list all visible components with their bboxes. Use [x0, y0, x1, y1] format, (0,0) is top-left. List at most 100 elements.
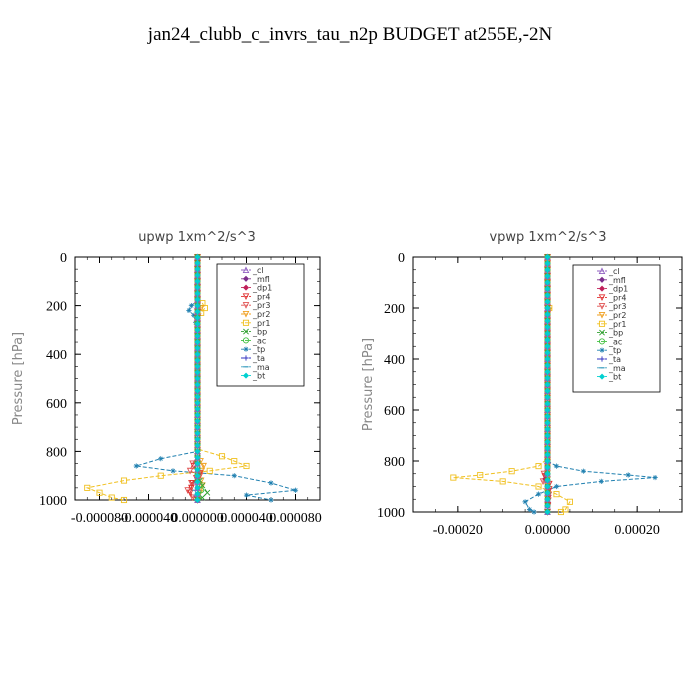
data-point [544, 406, 551, 414]
data-point [194, 430, 201, 437]
data-point [231, 473, 237, 479]
legend-marker [599, 329, 605, 336]
data-point [194, 314, 201, 321]
data-point [535, 463, 542, 470]
data-point [194, 381, 201, 388]
data-point [194, 442, 201, 449]
panel-title: upwp 1xm^2/s^3 [138, 230, 256, 245]
data-point [544, 362, 551, 369]
data-point [499, 478, 506, 485]
data-point [544, 311, 551, 318]
data-point [84, 484, 91, 491]
y-tick-label: 1000 [39, 494, 67, 509]
data-point [544, 394, 551, 401]
data-point [186, 489, 194, 497]
legend-marker [599, 347, 605, 353]
legend-marker [243, 328, 249, 335]
data-point [544, 426, 551, 433]
data-point [544, 330, 551, 337]
data-point [544, 304, 551, 312]
data-point [206, 467, 213, 474]
legend-entry-label: _pr1 [608, 320, 626, 329]
legend: _cl_mfl_dp1_pr4_pr3_pr2_pr1_bp_ac_tp_ta_… [572, 264, 661, 393]
data-point [196, 470, 204, 477]
legend-entry-label: _ta [252, 354, 265, 363]
data-point [194, 387, 201, 394]
data-point [243, 492, 250, 498]
data-point [194, 393, 201, 400]
data-point [477, 471, 484, 479]
data-point [544, 349, 551, 356]
legend-entry-label: _bp [252, 328, 267, 337]
legend-marker [598, 303, 606, 310]
data-point [204, 489, 211, 496]
series-bt [194, 253, 201, 504]
legend-marker [598, 285, 606, 292]
legend-marker [243, 355, 249, 361]
legend-entry-label: _dp1 [252, 284, 272, 293]
legend-entry-label: _bt [252, 372, 265, 381]
legend-marker [598, 373, 606, 380]
data-point [557, 508, 564, 516]
data-point [544, 496, 551, 503]
x-tick-label: -0.00020 [433, 523, 483, 538]
y-tick-label: 1000 [377, 506, 405, 521]
data-point [544, 336, 551, 343]
data-point [544, 253, 551, 261]
data-point [544, 273, 551, 280]
data-point [544, 451, 551, 458]
data-point [553, 463, 560, 469]
data-point [544, 457, 551, 465]
legend-marker [598, 311, 606, 319]
data-point [194, 369, 201, 376]
data-point [194, 332, 201, 339]
legend-entry-label: _cl [252, 266, 264, 275]
data-point [544, 324, 551, 331]
data-point [194, 424, 201, 431]
data-point [194, 308, 201, 315]
data-point [194, 278, 201, 285]
data-point [544, 502, 551, 509]
data-point [544, 419, 551, 426]
figure-title: jan24_clubb_c_invrs_tau_n2p BUDGET at255… [147, 24, 553, 45]
y-tick-label: 600 [46, 397, 67, 412]
data-point [544, 489, 551, 496]
series-bt [544, 253, 551, 516]
data-point [194, 357, 201, 364]
data-point [120, 477, 128, 484]
data-point [231, 458, 238, 465]
data-point [598, 478, 604, 484]
legend-marker [598, 276, 606, 283]
data-point [194, 284, 201, 291]
y-tick-label: 400 [384, 353, 405, 368]
data-point [508, 468, 515, 475]
data-point [531, 509, 537, 515]
legend-entry-label: _bp [608, 329, 623, 338]
data-point [194, 351, 201, 358]
data-point [544, 285, 551, 292]
data-point [544, 279, 551, 286]
legend-entry-label: _ma [252, 363, 270, 372]
x-tick-label: 0.000000 [171, 511, 224, 526]
data-point [243, 462, 250, 470]
data-point [194, 484, 201, 491]
legend-entry-label: _cl [608, 267, 620, 276]
legend-entry-label: _pr4 [252, 292, 270, 301]
data-point [194, 436, 201, 443]
data-point [544, 292, 551, 299]
legend-entry-label: _pr3 [252, 301, 270, 310]
legend: _cl_mfl_dp1_pr4_pr3_pr2_pr1_bp_ac_tp_ta_… [216, 263, 305, 387]
panel-title: vpwp 1xm^2/s^3 [489, 230, 606, 245]
data-point [544, 375, 551, 382]
data-point [194, 272, 201, 279]
legend-entry-label: _mfl [252, 275, 270, 284]
data-point [194, 496, 201, 504]
data-point [544, 432, 551, 439]
legend-marker [598, 267, 606, 275]
legend-marker [598, 294, 606, 302]
x-tick-label: 0.00000 [525, 523, 571, 538]
data-point [189, 494, 196, 502]
data-point [197, 458, 204, 465]
y-tick-label: 400 [46, 348, 67, 363]
data-point [544, 413, 551, 420]
